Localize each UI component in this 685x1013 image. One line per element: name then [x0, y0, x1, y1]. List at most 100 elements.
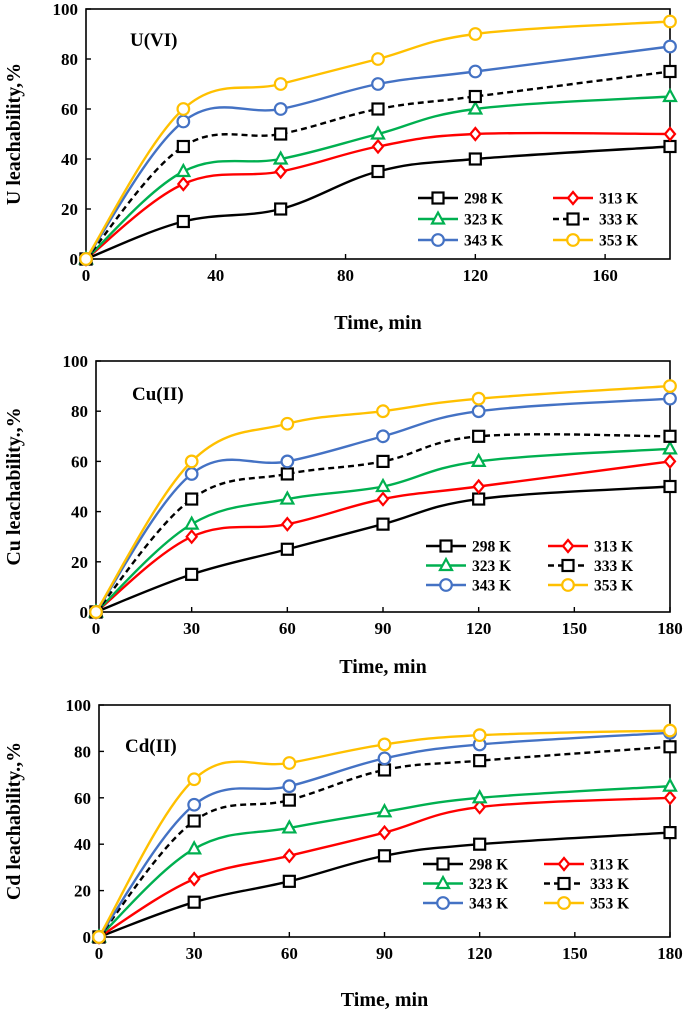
y-axis-label: U leachability,% — [3, 63, 25, 205]
data-point — [280, 516, 294, 532]
series-line — [85, 45, 671, 260]
legend-label: 313 K — [590, 857, 629, 874]
legend-entry: 313 K — [553, 190, 638, 208]
data-point — [662, 777, 678, 792]
data-point — [663, 391, 677, 406]
data-point — [468, 64, 483, 79]
x-tick-label: 150 — [562, 619, 588, 638]
legend-label: 353 K — [599, 233, 638, 250]
data-point — [281, 819, 298, 834]
data-point — [663, 479, 677, 494]
data-point — [273, 102, 288, 116]
chart-title: Cu(II) — [132, 384, 184, 405]
legend: 298 K 313 K 323 K 333 K 343 K 353 K — [418, 190, 638, 250]
legend-marker — [439, 539, 453, 553]
legend-entry: 323 K — [426, 556, 511, 575]
y-tick-label: 60 — [61, 100, 78, 119]
series-line — [85, 145, 671, 261]
data-point — [176, 176, 190, 192]
data-point — [186, 840, 203, 855]
series-line — [95, 397, 671, 613]
legend-label: 298 K — [469, 857, 508, 874]
legend-label: 353 K — [590, 896, 629, 913]
legend-marker — [439, 578, 453, 592]
data-point — [274, 202, 288, 216]
data-point — [663, 379, 677, 394]
y-tick-label: 60 — [74, 789, 91, 808]
series-line — [98, 796, 671, 939]
data-point — [473, 754, 487, 768]
series-333-k — [79, 64, 677, 266]
legend-label: 313 K — [594, 539, 633, 556]
x-tick-label: 150 — [562, 944, 588, 963]
data-point — [371, 77, 385, 91]
data-point — [282, 848, 296, 864]
legend-marker — [435, 874, 451, 890]
data-point — [473, 837, 487, 851]
x-tick-label: 180 — [657, 619, 683, 638]
data-point — [376, 429, 390, 444]
legend-label: 298 K — [472, 539, 511, 556]
data-point — [471, 789, 488, 804]
legend-entry: 323 K — [423, 874, 508, 893]
data-point — [663, 723, 677, 738]
x-tick-label: 0 — [95, 944, 104, 963]
data-point — [378, 824, 391, 841]
series-298-k — [92, 825, 677, 944]
data-point — [185, 567, 199, 581]
series-353-k — [79, 14, 677, 266]
y-tick-label: 80 — [61, 50, 78, 69]
legend-label: 323 K — [464, 212, 503, 229]
data-point — [470, 452, 487, 467]
data-point — [185, 492, 199, 506]
series-323-k — [78, 87, 678, 265]
x-tick-label: 0 — [82, 266, 91, 285]
data-point — [663, 139, 677, 154]
legend-label: 323 K — [469, 876, 508, 893]
chart-panel-3: 0 20 40 60 80 100 0 30 60 90 120 150 180 Time, min Cd … — [3, 696, 683, 1011]
legend-marker — [561, 558, 575, 573]
x-tick-label: 80 — [337, 266, 354, 285]
legend: 298 K 313 K 323 K 333 K 343 K 353 K — [426, 538, 633, 595]
data-point — [663, 126, 677, 142]
data-point — [663, 39, 677, 54]
data-point — [467, 100, 484, 115]
data-point — [187, 814, 201, 828]
data-point — [282, 779, 297, 794]
data-point — [176, 114, 191, 129]
data-point — [176, 214, 190, 229]
legend-label: 343 K — [464, 233, 503, 250]
data-point — [280, 542, 294, 556]
data-point — [176, 139, 190, 154]
data-point — [176, 102, 191, 116]
data-point — [472, 429, 486, 443]
x-tick-label: 40 — [207, 266, 224, 285]
data-point — [662, 440, 678, 455]
legend-entry: 333 K — [553, 212, 638, 229]
data-point — [273, 77, 288, 91]
x-tick-label: 30 — [183, 619, 200, 638]
data-point — [282, 874, 296, 888]
series-line — [98, 785, 671, 938]
legend-entry: 343 K — [418, 233, 503, 250]
legend-entry: 298 K — [423, 857, 508, 874]
data-point — [187, 797, 202, 812]
legend-marker — [436, 857, 450, 871]
series-353-k — [92, 723, 677, 944]
series-line — [85, 95, 671, 260]
x-axis-label: Time, min — [341, 989, 428, 1011]
x-tick-label: 90 — [376, 944, 393, 963]
legend-entry: 353 K — [544, 896, 629, 913]
data-point — [187, 895, 201, 909]
series-line — [94, 384, 671, 613]
legend-entry: 298 K — [418, 191, 503, 208]
legend-marker — [430, 210, 446, 225]
chart-title: Cd(II) — [125, 736, 177, 757]
series-313-k — [79, 126, 677, 267]
y-tick-label: 80 — [71, 402, 88, 421]
data-point — [185, 528, 199, 545]
data-point — [371, 102, 385, 116]
legend-marker — [566, 190, 580, 206]
y-tick-label: 0 — [80, 603, 89, 622]
